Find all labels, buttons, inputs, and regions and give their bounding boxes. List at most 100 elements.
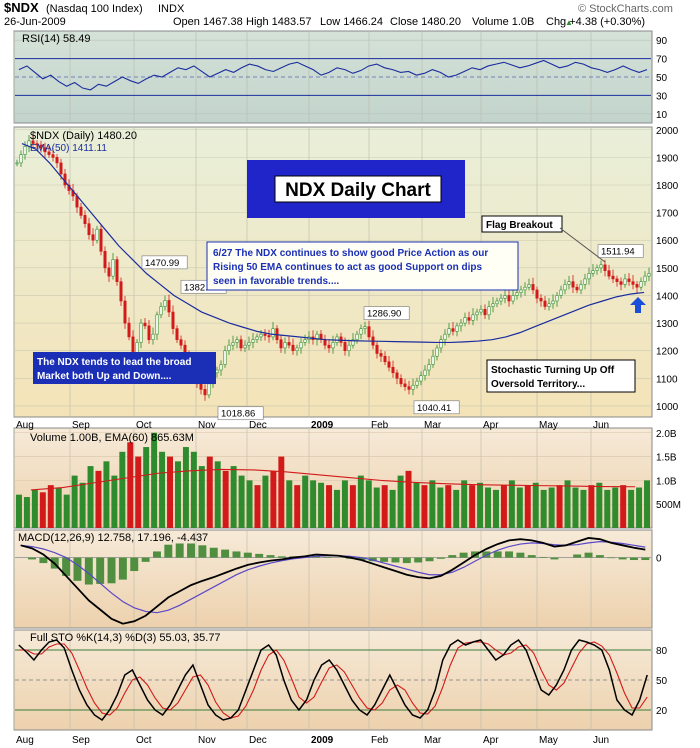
chart-headline: NDX Daily Chart: [285, 180, 431, 201]
price-candle-body: [111, 259, 115, 277]
y-tick-label: 0: [656, 554, 662, 565]
price-candle-body: [263, 333, 267, 336]
price-candle-body: [595, 267, 599, 271]
macd-histogram-bar: [629, 557, 638, 561]
price-label: 1040.41: [417, 403, 451, 414]
volume-bar: [413, 482, 420, 528]
volume-title: Volume 1.00B, EMA(60) 865.63M: [30, 432, 194, 444]
volume-bar: [437, 487, 444, 528]
y-tick-label: 1900: [656, 153, 679, 164]
macd-histogram-bar: [152, 551, 161, 558]
price-candle-body: [23, 146, 27, 155]
index-name: (Nasdaq 100 Index): [46, 3, 143, 15]
macd-histogram-bar: [493, 551, 502, 558]
volume-bar: [357, 475, 364, 528]
price-candle-body: [431, 355, 435, 365]
price-candle-body: [391, 366, 395, 374]
price-candle-body: [355, 333, 359, 340]
volume-bar: [190, 451, 197, 528]
volume-bar: [492, 489, 499, 528]
macd-histogram-bar: [607, 557, 616, 559]
x-tick-label: Nov: [198, 420, 216, 431]
stochastic-note-line1: Stochastic Turning Up Off: [491, 365, 615, 376]
volume-bar: [373, 487, 380, 528]
x-tick-label: 2009: [311, 735, 334, 746]
price-candle-body: [119, 281, 123, 302]
price-candle-body: [567, 281, 571, 285]
volume-bar: [230, 466, 237, 528]
volume-bar: [485, 487, 492, 528]
price-candle-body: [583, 278, 587, 285]
price-candle-body: [499, 297, 503, 302]
y-tick-label: 1.5B: [656, 453, 677, 464]
price-candle-body: [579, 284, 583, 291]
price-candle-body: [227, 344, 231, 352]
price-candle-body: [611, 275, 615, 280]
low-value: Low 1466.24: [320, 16, 383, 28]
volume-bar: [326, 485, 333, 528]
price-candle-body: [591, 270, 595, 274]
ema-legend: EMA(50) 1411.11: [30, 143, 107, 154]
volume-bar: [79, 482, 86, 528]
price-label: 1286.90: [367, 309, 401, 320]
volume-bar: [278, 456, 285, 528]
price-candle-body: [331, 342, 335, 349]
volume-bar: [580, 489, 587, 528]
stochastic-title: Full STO %K(14,3) %D(3) 55.03, 35.77: [30, 632, 221, 644]
price-label: 1382.65: [184, 282, 218, 293]
y-tick-label: 80: [656, 646, 668, 657]
price-candle-body: [43, 147, 47, 153]
price-candle-body: [511, 295, 515, 302]
macd-histogram-bar: [232, 551, 241, 558]
volume-bar: [572, 487, 579, 528]
y-tick-label: 1600: [656, 236, 679, 247]
price-candle-body: [647, 273, 651, 277]
price-candle-body: [295, 347, 299, 352]
macd-histogram-bar: [84, 557, 93, 585]
macd-histogram-bar: [118, 557, 127, 580]
price-candle-body: [571, 281, 575, 288]
open-value: Open 1467.38: [173, 16, 243, 28]
macd-histogram-bar: [414, 557, 423, 563]
volume-bar: [87, 466, 94, 528]
price-candle-body: [619, 281, 623, 285]
volume-bar: [628, 489, 635, 528]
price-candle-body: [535, 289, 539, 299]
y-tick-label: 500M: [656, 500, 681, 511]
volume-bar: [206, 456, 213, 528]
volume-bar: [143, 447, 150, 528]
price-label: 1511.94: [601, 247, 635, 258]
price-label-box: [413, 400, 460, 415]
price-candle-body: [87, 223, 91, 236]
volume-bar: [246, 480, 253, 528]
price-candle-body: [315, 333, 319, 340]
volume-bar: [103, 461, 110, 528]
x-tick-label: Sep: [72, 735, 90, 746]
price-candle-body: [351, 339, 355, 346]
volume-bar: [63, 494, 70, 528]
price-candle-body: [515, 292, 519, 296]
price-candle-body: [199, 383, 203, 390]
price-candle-body: [375, 344, 379, 354]
price-candle-body: [223, 350, 227, 365]
volume-bar: [516, 487, 523, 528]
price-candle-body: [419, 375, 423, 382]
x-tick-label: Dec: [249, 420, 267, 431]
price-candle-body: [39, 144, 43, 149]
volume-bar: [349, 485, 356, 528]
price-candle-body: [179, 339, 183, 346]
volume-value: Volume 1.0B: [472, 16, 534, 28]
volume-bar: [389, 489, 396, 528]
volume-bar: [182, 447, 189, 528]
price-label-box: [217, 406, 264, 421]
price-candle-body: [435, 347, 439, 357]
macd-histogram-bar: [380, 557, 389, 562]
price-candle-body: [447, 328, 451, 335]
price-candle-body: [55, 157, 59, 164]
price-candle-body: [175, 328, 179, 340]
macd-histogram-bar: [323, 556, 332, 558]
price-candle-body: [51, 154, 55, 158]
volume-bar: [461, 480, 468, 528]
price-candle-body: [79, 206, 83, 216]
